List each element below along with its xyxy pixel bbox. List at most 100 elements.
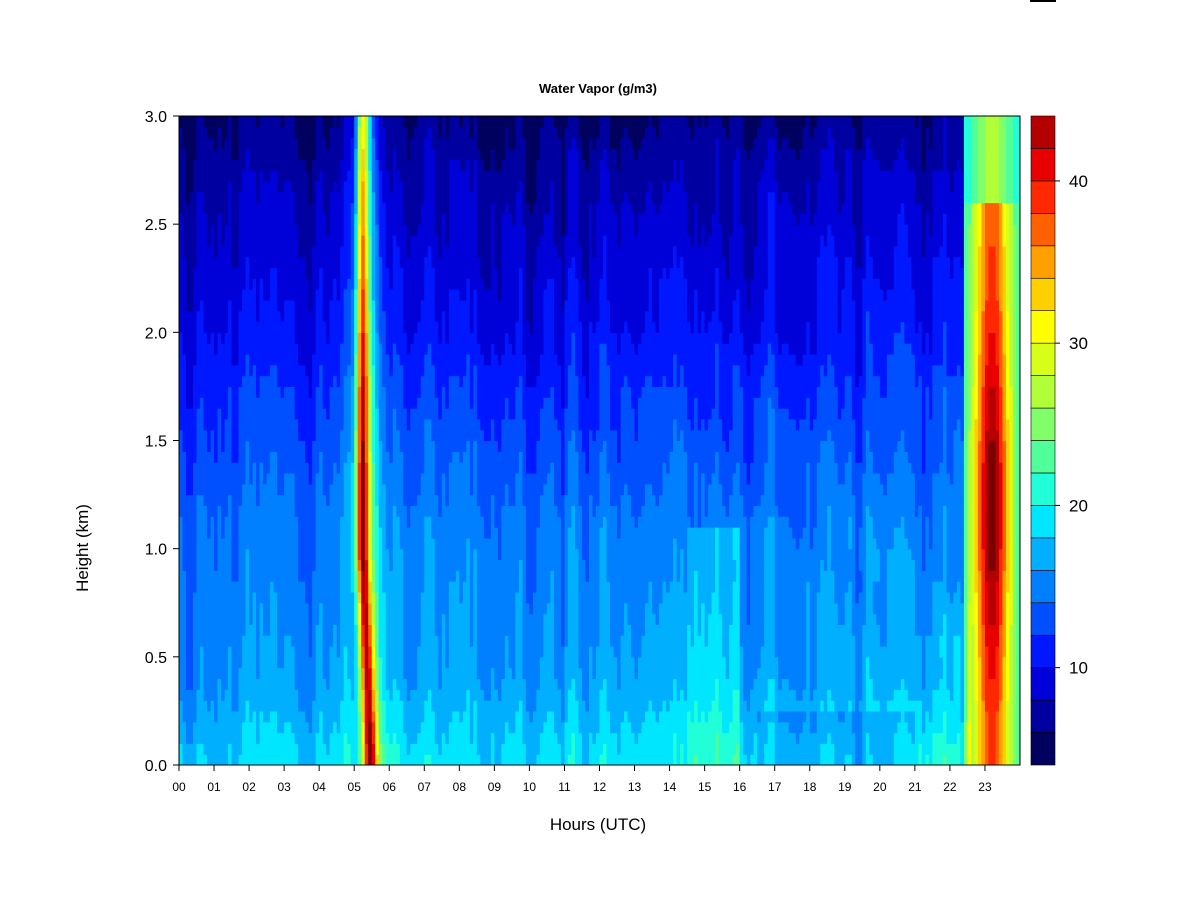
heatmap-cell bbox=[438, 202, 443, 214]
heatmap-cell bbox=[266, 505, 271, 517]
heatmap-cell bbox=[305, 581, 310, 593]
heatmap-cell bbox=[280, 397, 285, 409]
heatmap-cell bbox=[336, 353, 341, 366]
heatmap-cell bbox=[448, 570, 453, 582]
heatmap-cell bbox=[214, 678, 219, 690]
heatmap-cell bbox=[179, 689, 184, 701]
heatmap-cell bbox=[396, 159, 401, 171]
heatmap-cell bbox=[326, 256, 331, 269]
heatmap-cell bbox=[228, 646, 233, 658]
heatmap-cell bbox=[420, 137, 425, 150]
heatmap-cell bbox=[375, 710, 380, 723]
heatmap-cell bbox=[291, 483, 296, 496]
heatmap-cell bbox=[455, 635, 460, 647]
heatmap-cell bbox=[322, 570, 327, 582]
heatmap-cell bbox=[277, 516, 282, 528]
heatmap-cell bbox=[364, 656, 369, 669]
heatmap-cell bbox=[333, 267, 338, 279]
heatmap-cell bbox=[203, 710, 208, 723]
heatmap-cell bbox=[231, 386, 236, 398]
heatmap-cell bbox=[238, 472, 243, 485]
heatmap-cell bbox=[273, 256, 278, 269]
heatmap-cell bbox=[231, 624, 236, 636]
heatmap-cell bbox=[357, 170, 362, 182]
heatmap-cell bbox=[361, 440, 366, 452]
heatmap-cell bbox=[277, 624, 282, 636]
heatmap-cell bbox=[420, 646, 425, 658]
heatmap-cell bbox=[256, 267, 261, 279]
heatmap-cell bbox=[368, 375, 373, 388]
heatmap-cell bbox=[462, 689, 467, 701]
heatmap-cell bbox=[361, 678, 366, 690]
heatmap-cell bbox=[329, 602, 334, 615]
heatmap-cell bbox=[210, 548, 215, 561]
heatmap-cell bbox=[375, 170, 380, 182]
heatmap-cell bbox=[448, 591, 453, 604]
heatmap-cell bbox=[459, 116, 464, 128]
heatmap-cell bbox=[445, 537, 450, 550]
heatmap-cell bbox=[326, 267, 331, 279]
heatmap-cell bbox=[371, 310, 376, 323]
heatmap-cell bbox=[280, 678, 285, 690]
heatmap-cell bbox=[280, 591, 285, 604]
heatmap-cell bbox=[413, 224, 418, 236]
heatmap-cell bbox=[224, 656, 229, 669]
heatmap-cell bbox=[312, 754, 317, 765]
heatmap-cell bbox=[378, 418, 383, 431]
heatmap-cell bbox=[441, 472, 446, 485]
heatmap-cell bbox=[210, 180, 215, 193]
heatmap-cell bbox=[371, 256, 376, 269]
heatmap-cell bbox=[301, 505, 306, 517]
heatmap-cell bbox=[441, 213, 446, 225]
heatmap-cell bbox=[452, 559, 457, 571]
heatmap-cell bbox=[403, 224, 408, 236]
heatmap-cell bbox=[385, 656, 390, 669]
heatmap-cell bbox=[371, 743, 376, 755]
heatmap-cell bbox=[182, 364, 187, 377]
heatmap-cell bbox=[466, 353, 471, 366]
heatmap-cell bbox=[224, 126, 229, 139]
heatmap-cell bbox=[210, 213, 215, 225]
heatmap-cell bbox=[375, 116, 380, 128]
heatmap-cell bbox=[406, 667, 411, 680]
heatmap-cell bbox=[235, 516, 240, 528]
heatmap-cell bbox=[284, 635, 289, 647]
heatmap-cell bbox=[298, 234, 303, 247]
heatmap-cell bbox=[462, 656, 467, 669]
heatmap-cell bbox=[259, 754, 264, 765]
heatmap-cell bbox=[259, 451, 264, 463]
heatmap-cell bbox=[396, 353, 401, 366]
heatmap-cell bbox=[389, 732, 394, 744]
heatmap-cell bbox=[427, 126, 432, 139]
heatmap-cell bbox=[287, 667, 292, 680]
heatmap-cell bbox=[336, 710, 341, 723]
heatmap-cell bbox=[417, 310, 422, 323]
heatmap-cell bbox=[462, 678, 467, 690]
heatmap-cell bbox=[357, 635, 362, 647]
heatmap-cell bbox=[350, 353, 355, 366]
heatmap-cell bbox=[315, 624, 320, 636]
heatmap-cell bbox=[336, 408, 341, 420]
heatmap-cell bbox=[431, 386, 436, 398]
heatmap-cell bbox=[196, 472, 201, 485]
heatmap-cell bbox=[434, 353, 439, 366]
heatmap-cell bbox=[340, 732, 345, 744]
heatmap-cell bbox=[249, 332, 254, 344]
heatmap-cell bbox=[259, 624, 264, 636]
heatmap-cell bbox=[333, 310, 338, 323]
heatmap-cell bbox=[291, 451, 296, 463]
heatmap-cell bbox=[424, 397, 429, 409]
heatmap-cell bbox=[455, 180, 460, 193]
heatmap-cell bbox=[361, 148, 366, 160]
heatmap-cell bbox=[378, 386, 383, 398]
heatmap-cell bbox=[291, 408, 296, 420]
heatmap-cell bbox=[196, 148, 201, 160]
heatmap-cell bbox=[375, 364, 380, 377]
heatmap-cell bbox=[417, 700, 422, 712]
heatmap-cell bbox=[343, 635, 348, 647]
heatmap-cell bbox=[434, 472, 439, 485]
heatmap-cell bbox=[242, 527, 247, 539]
heatmap-cell bbox=[308, 602, 313, 615]
heatmap-cell bbox=[389, 213, 394, 225]
heatmap-cell bbox=[312, 267, 317, 279]
